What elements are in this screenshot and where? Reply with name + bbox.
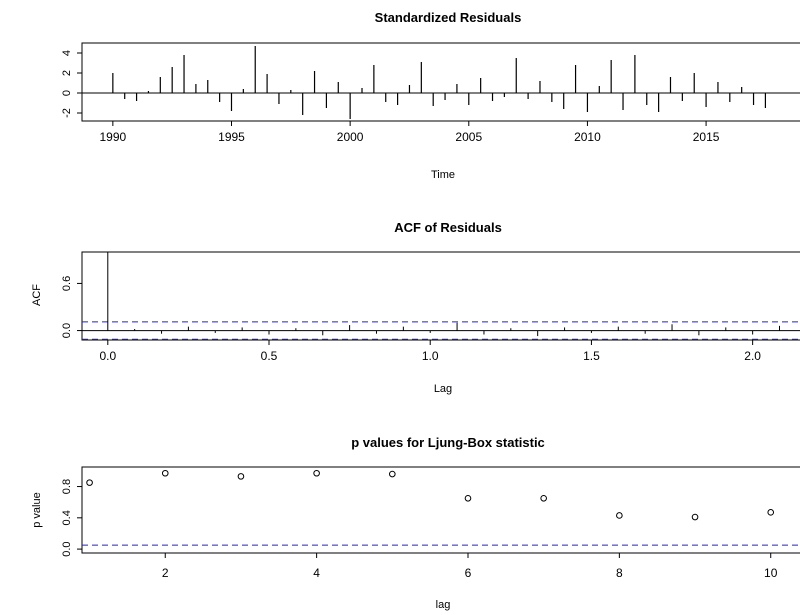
x-tick-label: 1990 <box>99 130 126 144</box>
y-tick-label: 4 <box>61 50 73 56</box>
p-value-point <box>161 469 169 477</box>
p-value-point <box>389 470 396 478</box>
x-tick-label: 2.0 <box>744 349 761 363</box>
ljung-box-panel: p values for Ljung-Box statistic 2 4 6 8 10 … <box>31 435 800 611</box>
acf-marks <box>82 252 800 340</box>
residuals-marks <box>82 46 800 119</box>
x-tick-label: 1.0 <box>422 349 439 363</box>
acf-y-axis: 0.0 0.6 <box>61 276 82 338</box>
acf-panel: ACF of Residuals 0.0 0.5 1.0 1.5 2.0 0.00.6 … <box>31 220 800 395</box>
y-tick-label: 0.0 <box>61 541 73 556</box>
ljung-box-x-axis: 2 4 6 8 10 <box>162 553 778 580</box>
x-tick-label: 10 <box>764 566 778 580</box>
x-tick-label: 1995 <box>218 130 245 144</box>
x-tick-label: 4 <box>313 566 320 580</box>
x-tick-label: 2000 <box>337 130 364 144</box>
x-tick-label: 6 <box>465 566 472 580</box>
x-tick-label: 2015 <box>693 130 720 144</box>
ljung-box-plot-frame <box>81 466 800 554</box>
x-tick-label: 2005 <box>455 130 482 144</box>
y-tick-label: 0.0 <box>61 323 73 338</box>
x-tick-label: 0.5 <box>261 349 278 363</box>
acf-x-axis: 0.0 0.5 1.0 1.5 2.0 <box>99 340 761 363</box>
residuals-x-label: Time <box>431 169 455 181</box>
p-value-point <box>464 494 472 502</box>
residuals-plot-frame <box>81 42 800 122</box>
p-value-point <box>313 469 320 477</box>
x-tick-label: 8 <box>616 566 623 580</box>
p-value-point <box>237 473 245 480</box>
x-tick-label: 2 <box>162 566 169 580</box>
acf-x-label: Lag <box>434 383 452 395</box>
residuals-x-axis: 1990 1995 2000 2005 2010 2015 <box>99 121 720 144</box>
residuals-y-axis: -2 0 2 4 <box>61 50 82 118</box>
y-tick-label: 0.4 <box>61 510 73 525</box>
ljung-box-marks <box>82 469 800 546</box>
y-tick-label: 0 <box>61 90 73 96</box>
p-value-point <box>616 512 623 519</box>
p-value-point <box>86 479 93 486</box>
x-tick-label: 1.5 <box>583 349 600 363</box>
ljung-box-y-label: p value <box>31 492 43 527</box>
y-tick-label: 0.8 <box>61 479 73 494</box>
ljung-box-x-label: lag <box>436 599 451 611</box>
residuals-title: Standardized Residuals <box>375 10 522 25</box>
acf-y-label: ACF <box>31 284 43 306</box>
ljung-box-title: p values for Ljung-Box statistic <box>351 435 545 450</box>
y-tick-label: 2 <box>61 70 73 76</box>
p-value-point <box>767 509 775 516</box>
ljung-box-y-axis: 0.0 0.4 0.8 <box>61 479 82 557</box>
x-tick-label: 2010 <box>574 130 601 144</box>
acf-title: ACF of Residuals <box>394 220 502 235</box>
acf-plot-frame <box>81 251 800 341</box>
p-value-point <box>540 494 547 502</box>
x-tick-label: 0.0 <box>99 349 116 363</box>
residuals-panel: Standardized Residuals 1990 1995 2000 2005 2… <box>61 10 800 181</box>
y-tick-label: 0.6 <box>61 276 73 291</box>
y-tick-label: -2 <box>61 108 73 118</box>
p-value-point <box>691 513 699 521</box>
